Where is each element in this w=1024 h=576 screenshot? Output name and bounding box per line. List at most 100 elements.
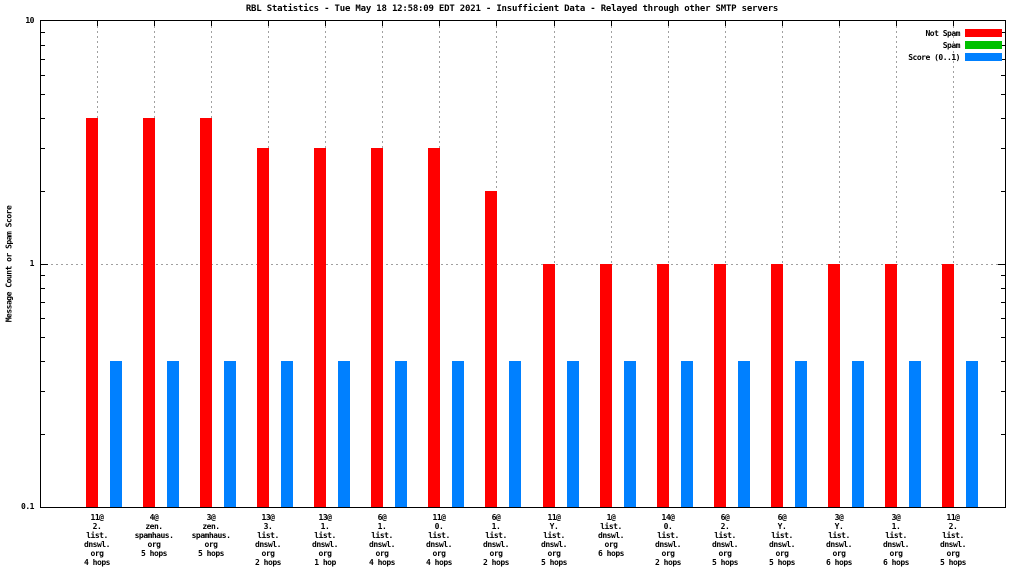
x-tick-top	[896, 21, 897, 26]
x-tick-label-line: dnswl.	[940, 540, 966, 549]
x-tick-label-line: org	[318, 549, 332, 558]
y-major-tick-left	[41, 264, 48, 265]
y-minor-tick-left	[41, 75, 45, 76]
x-tick-label-line: 1@	[606, 513, 616, 522]
x-tick-label-line: dnswl.	[255, 540, 281, 549]
x-tick-label-line: 5 hops	[712, 558, 738, 567]
x-tick-top	[154, 21, 155, 26]
x-tick-label-line: 5 hops	[541, 558, 567, 567]
x-tick-label-line: 13@	[261, 513, 275, 522]
y-minor-tick-right	[1001, 275, 1005, 276]
bar-not-spam	[657, 264, 669, 507]
bar-score-0-1	[852, 361, 864, 507]
x-tick-label-line: dnswl.	[883, 540, 909, 549]
bar-score-0-1	[567, 361, 579, 507]
x-tick-label-line: org	[547, 549, 561, 558]
y-minor-tick-left	[41, 148, 45, 149]
bar-score-0-1	[338, 361, 350, 507]
x-tick-label-line: 6 hops	[883, 558, 909, 567]
x-tick-label-line: 4@	[149, 513, 159, 522]
x-tick-label-line: org	[489, 549, 503, 558]
x-tick-label-line: 14@	[661, 513, 675, 522]
x-tick-label-line: 6 hops	[826, 558, 852, 567]
bar-score-0-1	[167, 361, 179, 507]
bar-not-spam	[714, 264, 726, 507]
x-tick-label-line: dnswl.	[84, 540, 110, 549]
x-tick-label-line: 2 hops	[483, 558, 509, 567]
x-tick-label-line: list.	[657, 531, 679, 540]
legend-label: Spam	[942, 40, 961, 50]
y-tick-label: 0.1	[21, 502, 34, 511]
x-tick-label-line: dnswl.	[826, 540, 852, 549]
bar-score-0-1	[738, 361, 750, 507]
legend: Not Spam Spam Score (0..1)	[908, 29, 1002, 65]
x-tick-label: 11@ 2. list. dnswl. org 4 hops	[40, 513, 154, 567]
y-major-tick-right	[998, 264, 1005, 265]
legend-label: Score (0..1)	[908, 52, 960, 62]
x-tick-label-line: 3@	[206, 513, 216, 522]
y-minor-tick-right	[1001, 288, 1005, 289]
bar-not-spam	[371, 148, 383, 507]
x-tick-label-line: dnswl.	[426, 540, 452, 549]
bar-not-spam	[86, 118, 98, 507]
x-tick-label-line: dnswl.	[655, 540, 681, 549]
x-tick-label-line: 11@	[432, 513, 446, 522]
bar-not-spam	[771, 264, 783, 507]
x-tick-label-line: list.	[314, 531, 336, 540]
legend-swatch	[965, 29, 1002, 37]
x-tick-label-line: list.	[828, 531, 850, 540]
x-tick-label-line: 4 hops	[84, 558, 110, 567]
x-tick-label-line: dnswl.	[541, 540, 567, 549]
x-tick-label: 11@ 0. list. dnswl. org 4 hops	[382, 513, 496, 567]
y-minor-tick-left	[41, 302, 45, 303]
x-tick-label-line: org	[775, 549, 789, 558]
y-minor-tick-left	[41, 288, 45, 289]
x-tick-label: 6@ 2. list. dnswl. org 5 hops	[668, 513, 782, 567]
x-tick-label-line: 13@	[318, 513, 332, 522]
x-tick-label-line: Y.	[834, 522, 844, 531]
x-tick-label-line: 2 hops	[255, 558, 281, 567]
x-tick-label-line: list.	[485, 531, 507, 540]
x-tick-label-line: 11@	[90, 513, 104, 522]
bar-not-spam	[314, 148, 326, 507]
x-tick-top	[611, 21, 612, 26]
y-minor-tick-left	[41, 434, 45, 435]
x-tick-label-line: 6 hops	[598, 549, 624, 558]
y-minor-tick-right	[1001, 118, 1005, 119]
chart-title: RBL Statistics - Tue May 18 12:58:09 EDT…	[245, 4, 779, 14]
y-minor-tick-right	[1001, 302, 1005, 303]
y-tick-label: 10	[25, 16, 34, 25]
y-minor-tick-left	[41, 337, 45, 338]
legend-item: Spam	[908, 40, 1002, 50]
y-minor-tick-right	[1001, 45, 1005, 46]
bar-score-0-1	[909, 361, 921, 507]
x-tick-label-line: org	[889, 549, 903, 558]
x-tick-label-line: 6@	[720, 513, 730, 522]
bar-not-spam	[828, 264, 840, 507]
x-tick-label-line: org	[90, 549, 104, 558]
x-tick-label-line: org	[204, 540, 218, 549]
x-tick-label-line: org	[832, 549, 846, 558]
x-tick-label-line: dnswl.	[369, 540, 395, 549]
x-tick-label-line: list.	[714, 531, 736, 540]
x-tick-label-line: 11@	[946, 513, 960, 522]
bar-not-spam	[600, 264, 612, 507]
x-tick-label: 3@ zen. spamhaus. org 5 hops	[154, 513, 268, 558]
y-minor-tick-right	[1001, 361, 1005, 362]
y-minor-tick-left	[41, 94, 45, 95]
bar-not-spam	[885, 264, 897, 507]
bar-score-0-1	[509, 361, 521, 507]
x-tick-label-line: 0.	[434, 522, 444, 531]
x-tick-label-line: 2.	[92, 522, 102, 531]
x-tick-label-line: org	[432, 549, 446, 558]
bar-not-spam	[428, 148, 440, 507]
x-tick-label-line: 5 hops	[198, 549, 224, 558]
x-tick-label-line: Y.	[549, 522, 559, 531]
y-minor-tick-left	[41, 32, 45, 33]
x-tick-top	[554, 21, 555, 26]
bar-not-spam	[543, 264, 555, 507]
x-tick-label: 11@ Y. list. dnswl. org 5 hops	[497, 513, 611, 567]
x-tick-label: 6@ 1. list. dnswl. org 4 hops	[325, 513, 439, 567]
x-tick-label-line: list.	[257, 531, 279, 540]
x-tick-label-line: zen.	[202, 522, 220, 531]
